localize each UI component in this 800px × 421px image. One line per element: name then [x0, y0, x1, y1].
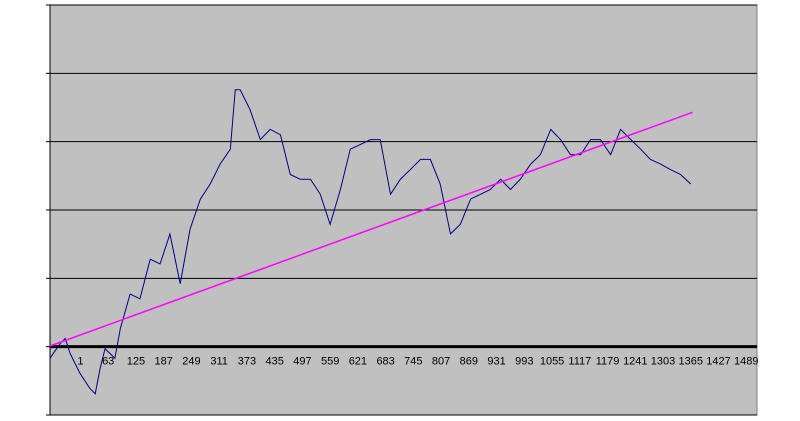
x-tick-label: 993: [515, 356, 533, 368]
x-tick-label: 1489: [734, 356, 758, 368]
x-tick-label: 1303: [651, 356, 675, 368]
x-tick-label: 125: [127, 356, 145, 368]
x-tick-label: 1179: [596, 356, 620, 368]
x-tick-label: 931: [487, 356, 505, 368]
x-tick-label: 559: [321, 356, 339, 368]
x-tick-label: 1241: [623, 356, 647, 368]
x-tick-label: 1427: [706, 356, 730, 368]
x-tick-label: 435: [265, 356, 283, 368]
x-tick-label: 1365: [679, 356, 703, 368]
x-tick-label: 1117: [568, 356, 591, 368]
x-tick-label: 187: [154, 356, 172, 368]
x-tick-label: 1: [77, 356, 83, 368]
x-tick-label: 249: [182, 356, 200, 368]
x-tick-label: 63: [102, 356, 114, 368]
x-tick-label: 497: [293, 356, 311, 368]
x-tick-label: 621: [349, 356, 367, 368]
series-line: [49, 111, 693, 347]
x-tick-label: 745: [404, 356, 422, 368]
x-tick-label: 683: [376, 356, 394, 368]
x-tick-label: 373: [238, 356, 256, 368]
x-tick-label: 1055: [540, 356, 564, 368]
x-tick-label: 869: [460, 356, 478, 368]
x-tick-label: 807: [432, 356, 450, 368]
x-tick-label: 311: [210, 356, 228, 368]
